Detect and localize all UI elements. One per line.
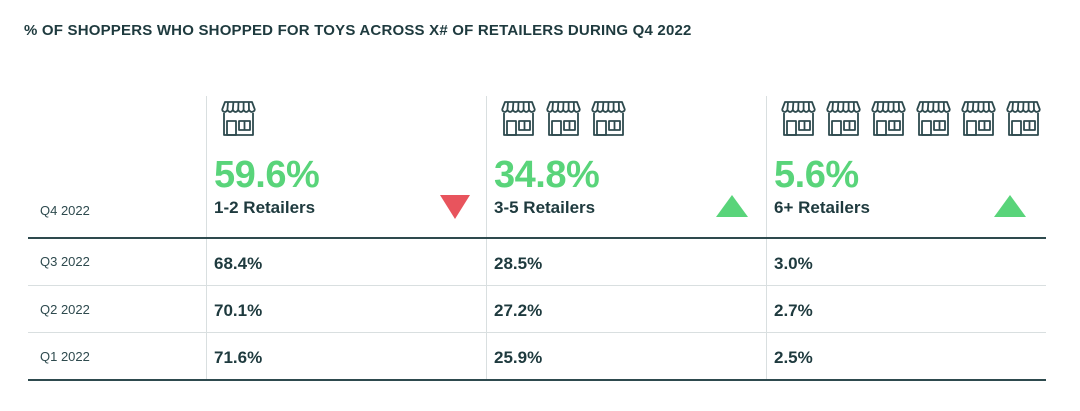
store-icon xyxy=(546,101,581,136)
table-cell: 3.0% xyxy=(774,254,813,273)
quarter-label-row-1: Q2 2022 xyxy=(40,302,90,317)
row-rule xyxy=(28,285,1046,286)
bottom-rule xyxy=(28,379,1046,381)
table-cell: 27.2% xyxy=(494,301,543,320)
store-icon xyxy=(221,101,256,136)
retailer-table: Q4 2022 Q3 2022 Q2 2022 Q1 2022 59.6% 1-… xyxy=(28,96,1046,382)
store-icon xyxy=(916,101,951,136)
column-label: 6+ Retailers xyxy=(774,198,870,217)
table-cell: 71.6% xyxy=(214,348,263,367)
table-cell: 28.5% xyxy=(494,254,543,273)
store-icons xyxy=(498,100,629,138)
store-icon xyxy=(1006,101,1041,136)
table-cell: 68.4% xyxy=(214,254,263,273)
quarter-label-q4: Q4 2022 xyxy=(40,203,90,218)
headline-value: 59.6% xyxy=(214,154,320,196)
store-icon xyxy=(871,101,906,136)
trend-down-icon xyxy=(440,195,470,219)
headline-value: 5.6% xyxy=(774,154,859,196)
store-icon xyxy=(961,101,996,136)
store-icon xyxy=(591,101,626,136)
trend-up-icon xyxy=(994,195,1026,217)
store-icons xyxy=(778,100,1044,138)
table-cell: 2.7% xyxy=(774,301,813,320)
trend-up-icon xyxy=(716,195,748,217)
quarter-label-row-0: Q3 2022 xyxy=(40,254,90,269)
table-cell: 70.1% xyxy=(214,301,263,320)
store-icon xyxy=(501,101,536,136)
chart-title: % OF SHOPPERS WHO SHOPPED FOR TOYS ACROS… xyxy=(24,22,692,39)
quarter-label-row-2: Q1 2022 xyxy=(40,349,90,364)
headline-value: 34.8% xyxy=(494,154,600,196)
column-label: 3-5 Retailers xyxy=(494,198,596,217)
table-cell: 25.9% xyxy=(494,348,543,367)
store-icons xyxy=(218,100,259,138)
row-rule xyxy=(28,332,1046,333)
table-cell: 2.5% xyxy=(774,348,813,367)
header-rule xyxy=(28,237,1046,239)
column-label: 1-2 Retailers xyxy=(214,198,316,217)
store-icon xyxy=(826,101,861,136)
store-icon xyxy=(781,101,816,136)
